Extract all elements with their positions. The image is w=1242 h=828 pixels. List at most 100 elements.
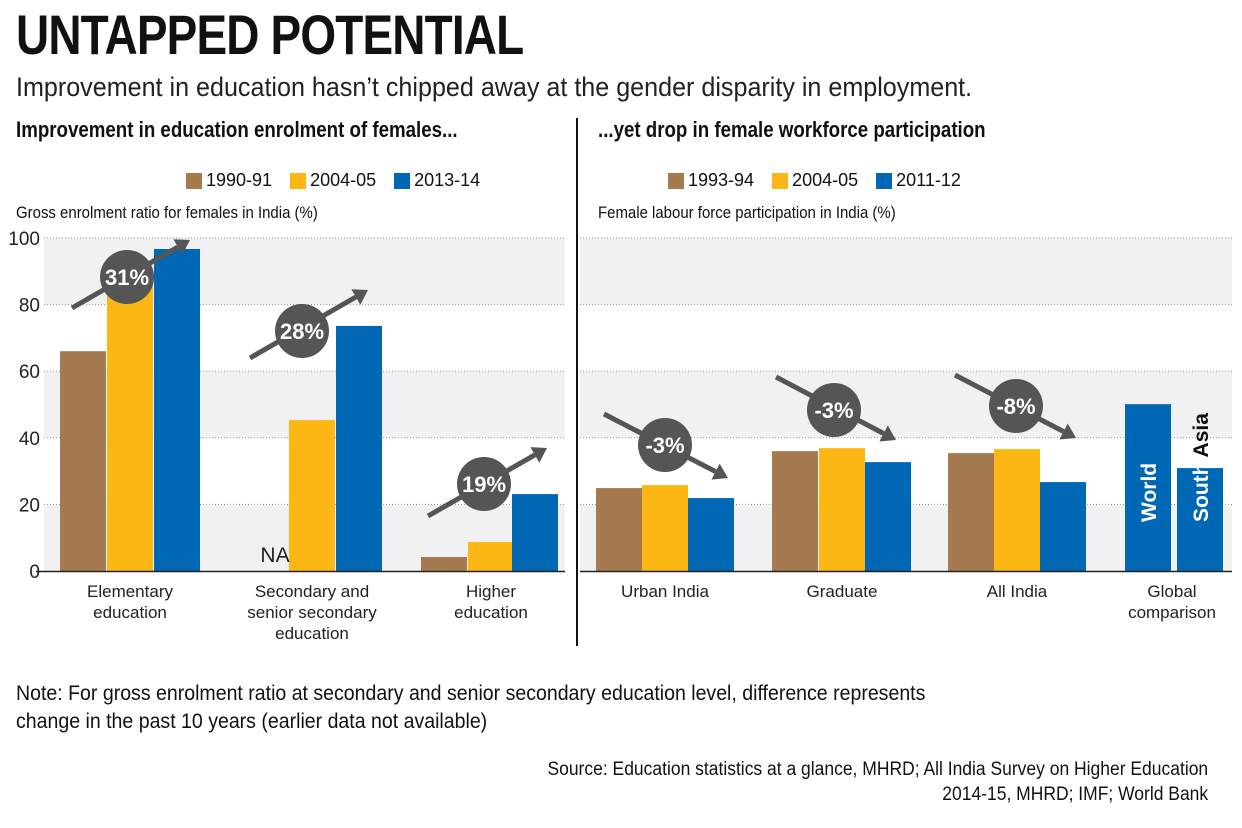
x-category-label: Global	[1147, 582, 1196, 601]
change-annotation: 19%	[426, 447, 547, 519]
source-line-1: Source: Education statistics at a glance…	[547, 759, 1208, 780]
bar-1990-91-0	[60, 351, 106, 571]
change-annotation: -3%	[602, 411, 728, 480]
footnote: Note: For gross enrolment ratio at secon…	[16, 682, 926, 733]
legend-swatch-blue	[876, 172, 893, 189]
legend-label: 2011-12	[896, 170, 961, 190]
legend-swatch-blue	[394, 172, 411, 189]
change-badge	[638, 418, 692, 472]
change-badge-label: -8%	[996, 394, 1035, 419]
arrow-up-icon	[530, 447, 547, 463]
right-legend: 1993-94 2004-05 2011-12	[668, 170, 961, 191]
arrow-down-icon	[711, 463, 728, 480]
legend-label: 1993-94	[688, 170, 755, 190]
y-tick-label: 60	[19, 362, 40, 383]
bar-2004-05-2	[994, 449, 1040, 571]
legend-swatch-yellow	[290, 172, 307, 189]
arrow-down-icon	[1059, 423, 1076, 440]
legend-item: 1990-91	[186, 170, 272, 191]
change-badge-label: -3%	[645, 433, 684, 458]
grid-band	[580, 238, 1232, 305]
legend-swatch-yellow	[772, 172, 789, 189]
y-tick-label: 100	[8, 229, 40, 250]
legend-label: 1990-91	[206, 170, 273, 190]
bar-2011-12-0	[688, 498, 734, 571]
bar-1993-94-2	[948, 453, 994, 571]
x-category-label: education	[454, 603, 528, 622]
x-category-label: comparison	[1128, 603, 1216, 622]
bar-2011-12-1	[865, 462, 911, 571]
global-bar-label: South Asia	[1190, 413, 1213, 522]
y-tick-label: 0	[29, 562, 40, 583]
legend-label: 2013-14	[414, 170, 481, 190]
x-category-label: Elementary	[87, 582, 173, 601]
x-category-label: Graduate	[807, 582, 878, 601]
bar-2004-05-1	[819, 448, 865, 571]
x-category-label: All India	[987, 582, 1048, 601]
legend-item: 2013-14	[394, 170, 480, 191]
change-badge	[807, 383, 861, 437]
change-annotation: 31%	[70, 239, 190, 311]
left-panel-title: Improvement in education enrolment of fe…	[16, 117, 458, 142]
subtitle: Improvement in education hasn’t chipped …	[16, 72, 973, 102]
y-tick-label: 20	[19, 495, 40, 516]
change-annotation: -3%	[774, 374, 896, 442]
bar-1990-91-2	[421, 557, 467, 571]
change-badge	[457, 457, 511, 511]
change-badge	[100, 250, 154, 304]
source-line-2: 2014-15, MHRD; IMF; World Bank	[942, 784, 1208, 805]
y-tick-label: 40	[19, 429, 40, 450]
bar-2013-14-1	[336, 325, 382, 571]
x-category-label: Urban India	[621, 582, 709, 601]
arrow-up-icon	[351, 289, 368, 305]
change-badge	[275, 304, 329, 358]
change-badge-label: 19%	[462, 472, 506, 497]
bar-global-South Asia	[1177, 468, 1223, 571]
change-annotation: 28%	[248, 289, 368, 361]
arrow-up-icon	[173, 239, 190, 255]
left-axis-title: Gross enrolment ratio for females in Ind…	[16, 203, 318, 222]
change-annotation: -8%	[953, 372, 1076, 440]
arrow-down-icon	[879, 425, 896, 442]
source: Source: Education statistics at a glance…	[547, 757, 1208, 807]
y-tick-label: 80	[19, 296, 40, 317]
x-category-label: Higher	[466, 582, 516, 601]
bar-2011-12-2	[1040, 482, 1086, 571]
bar-1993-94-1	[772, 451, 818, 571]
panel-divider	[576, 118, 578, 646]
right-axis-title: Female labour force participation in Ind…	[598, 203, 896, 222]
bar-2004-05-0	[107, 284, 153, 571]
labels: 0 20 40 60 80 100 Elementary education Secondary…	[8, 229, 1216, 643]
grid-band	[580, 371, 1232, 438]
bar-1993-94-0	[596, 488, 642, 571]
legend-label: 2004-05	[310, 170, 377, 190]
bars	[60, 248, 1223, 571]
main-title: UNTAPPED POTENTIAL	[16, 3, 524, 66]
chart-canvas: 0 20 40 60 80 100 Elementary education Secondary…	[8, 229, 1232, 643]
change-badge	[989, 379, 1043, 433]
x-category-label: Secondary and	[255, 582, 369, 601]
x-category-label: education	[93, 603, 167, 622]
legend-item: 2004-05	[290, 170, 376, 191]
legend-item: 2011-12	[876, 170, 961, 191]
bar-2004-05-0	[642, 485, 688, 571]
right-panel-title: ...yet drop in female workforce particip…	[598, 117, 986, 142]
x-category-label: education	[275, 624, 349, 643]
x-category-label: senior secondary	[247, 603, 377, 622]
bar-2004-05-2	[468, 542, 514, 571]
global-bar-label: World	[1138, 463, 1161, 522]
change-badge-label: -3%	[814, 398, 853, 423]
left-legend: 1990-91 2004-05 2013-14	[186, 170, 480, 191]
change-badge-label: 28%	[280, 319, 324, 344]
legend-swatch-brown	[186, 172, 202, 189]
annotations: 31% 28% 19% -3% -3% -8%	[70, 239, 1076, 519]
bar-global-World	[1125, 404, 1171, 571]
legend-swatch-brown	[668, 172, 684, 189]
na-label: NA	[260, 544, 289, 567]
bar-2013-14-2	[512, 494, 558, 571]
change-badge-label: 31%	[105, 265, 149, 290]
bar-2013-14-0	[154, 248, 200, 571]
legend-item: 2004-05	[772, 170, 858, 191]
legend-item: 1993-94	[668, 170, 754, 191]
legend-label: 2004-05	[792, 170, 859, 190]
